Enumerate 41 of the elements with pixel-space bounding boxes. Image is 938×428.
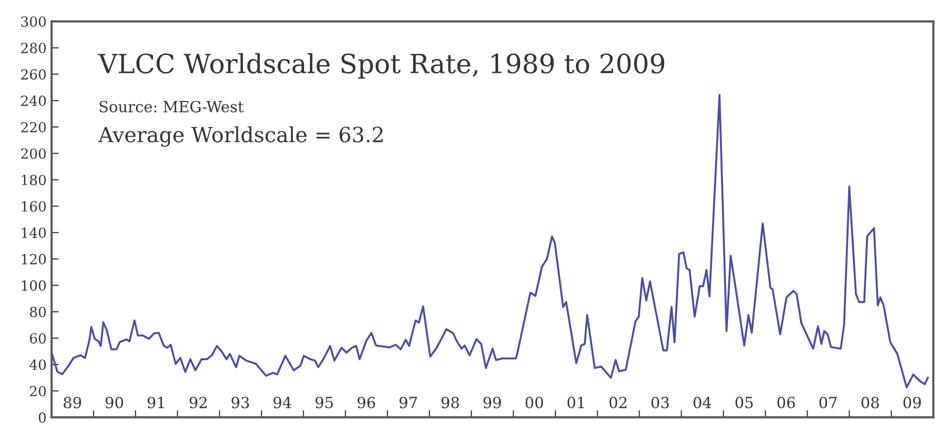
x-tick-label: 94 xyxy=(274,396,292,408)
x-tick-label: 92 xyxy=(190,396,207,408)
x-tick-label: 97 xyxy=(400,396,417,408)
x-tick-label: 00 xyxy=(526,396,543,408)
annotation: Average Worldscale = 63.2 xyxy=(98,126,383,147)
y-tick-label: 120 xyxy=(22,254,46,264)
x-tick-label: 02 xyxy=(610,396,626,408)
y-tick-label: 240 xyxy=(21,96,46,106)
x-tick-label: 99 xyxy=(483,396,501,408)
x-tick-label: 96 xyxy=(358,396,376,408)
x-tick-label: 09 xyxy=(903,396,921,408)
x-tick-label: 90 xyxy=(106,396,124,408)
x-tick-label: 03 xyxy=(651,396,669,408)
x-tick-label: 07 xyxy=(819,396,837,408)
x-tick-label: 89 xyxy=(64,396,82,408)
y-tick-label: 140 xyxy=(22,228,46,238)
line-series xyxy=(52,94,929,388)
x-tick-label: 05 xyxy=(735,396,753,408)
y-tick-label: 40 xyxy=(29,359,46,370)
x-tick-label: 01 xyxy=(568,396,584,408)
x-tick-label: 04 xyxy=(694,396,712,408)
x-tick-label: 93 xyxy=(232,396,249,408)
y-tick-label: 260 xyxy=(21,69,46,80)
y-tick-label: 160 xyxy=(22,201,46,212)
y-tick-label: 280 xyxy=(21,42,46,54)
y-tick-label: 100 xyxy=(22,280,46,291)
x-tick-label: 06 xyxy=(777,396,795,408)
y-tick-label: 80 xyxy=(30,306,46,318)
annotation: Source: MEG-West xyxy=(100,100,244,112)
y-tick-label: 180 xyxy=(22,174,46,186)
x-tick-label: 98 xyxy=(442,396,459,408)
y-tick-label: 0 xyxy=(38,412,46,423)
y-tick-label: 220 xyxy=(21,122,46,132)
y-tick-label: 200 xyxy=(21,148,46,159)
y-tick-label: 60 xyxy=(30,333,46,344)
text: VLCC Worldscale Spot Rate, 1989 to 2009 xyxy=(98,53,664,79)
x-tick-label: 91 xyxy=(148,396,164,408)
x-tick-label: 08 xyxy=(861,396,879,408)
y-tick-label: 300 xyxy=(21,16,46,27)
x-tick-label: 95 xyxy=(316,396,333,408)
y-tick-label: 20 xyxy=(30,386,46,396)
